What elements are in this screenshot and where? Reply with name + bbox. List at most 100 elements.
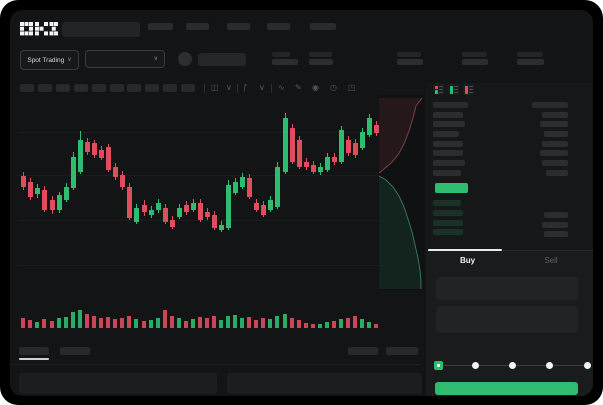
candle-body <box>198 203 203 220</box>
nav-item-skeleton[interactable] <box>227 23 250 30</box>
candle-body <box>106 147 111 170</box>
pair-selector[interactable]: ∨ <box>85 50 165 68</box>
interval-pill[interactable] <box>38 84 52 92</box>
bottom-tab-skeleton[interactable] <box>60 347 90 355</box>
ask-amount-skeleton <box>546 170 568 176</box>
candle-body <box>177 208 182 217</box>
candle-body <box>71 157 76 188</box>
candle-body <box>219 225 224 230</box>
volume-bar <box>42 319 46 328</box>
gridline <box>18 220 380 221</box>
orderbook-split-view-icon[interactable] <box>433 84 444 95</box>
line-tool-icon[interactable]: ∿ <box>278 83 285 92</box>
draw-icon[interactable]: ✎ <box>295 83 302 92</box>
bid-price-skeleton[interactable] <box>433 229 463 235</box>
candle-body <box>304 162 309 167</box>
tab-sell-label: Sell <box>544 256 558 265</box>
ticker-stat-label-skeleton <box>272 52 290 57</box>
interval-pill[interactable] <box>56 84 70 92</box>
interval-pill[interactable] <box>92 84 106 92</box>
candle-body <box>325 157 330 170</box>
slider-stop-dot[interactable] <box>471 361 479 369</box>
bid-price-skeleton[interactable] <box>433 210 463 216</box>
interval-pill[interactable] <box>181 84 195 92</box>
depth-bids-curve <box>378 175 422 289</box>
bottom-divider <box>10 364 420 365</box>
depth-asks-area <box>379 98 422 173</box>
bid-price-skeleton[interactable] <box>433 200 461 206</box>
chart-type-chevron-icon[interactable]: ∨ <box>226 83 232 92</box>
gridline <box>18 175 380 176</box>
price-input[interactable] <box>436 277 578 300</box>
history-icon[interactable]: ◷ <box>330 83 337 92</box>
tab-sell[interactable]: Sell <box>509 256 593 265</box>
candle-body <box>113 167 118 177</box>
volume-bar <box>28 320 32 328</box>
volume-bar <box>360 319 364 328</box>
nav-item-skeleton[interactable] <box>310 23 336 30</box>
orderbook-buy-view-icon[interactable] <box>448 84 459 95</box>
candle-body <box>283 118 288 172</box>
interval-pill[interactable] <box>127 84 141 92</box>
volume-bar <box>353 316 357 328</box>
volume-bar <box>64 317 68 328</box>
okx-logo[interactable] <box>20 22 58 36</box>
orderbook-sell-view-icon[interactable] <box>463 84 474 95</box>
depth-chart <box>378 95 424 290</box>
candle-body <box>268 200 273 210</box>
volume-bar <box>78 310 82 328</box>
candle-body <box>226 185 231 228</box>
interval-pill[interactable] <box>110 84 124 92</box>
ask-price-skeleton[interactable] <box>433 121 465 127</box>
volume-bar <box>35 322 39 328</box>
bottom-action-skeleton[interactable] <box>386 347 418 355</box>
ask-price-skeleton[interactable] <box>433 170 461 176</box>
ask-price-skeleton[interactable] <box>433 160 465 166</box>
indicators-icon[interactable]: ƒ <box>243 83 248 92</box>
pair-name-skeleton[interactable] <box>198 53 246 66</box>
buy-submit-button[interactable] <box>435 382 578 395</box>
bid-price-skeleton[interactable] <box>433 220 463 226</box>
ask-price-skeleton[interactable] <box>433 141 463 147</box>
chevron-down-icon: ∨ <box>67 57 72 63</box>
amount-input[interactable] <box>436 306 578 333</box>
volume-bar <box>205 318 209 328</box>
nav-item-skeleton[interactable] <box>267 23 290 30</box>
ticker-stat-label-skeleton <box>309 52 332 57</box>
slider-stop-dot[interactable] <box>583 361 591 369</box>
slider-handle[interactable] <box>433 360 443 370</box>
volume-bar <box>184 321 188 328</box>
volume-bar <box>177 318 181 328</box>
depth-bids-area <box>379 176 421 289</box>
interval-pill[interactable] <box>163 84 177 92</box>
screenshot-icon[interactable]: ◉ <box>312 83 319 92</box>
candle-body <box>353 143 358 155</box>
candle-body <box>64 187 69 200</box>
orders-panel-right <box>227 373 422 394</box>
market-type-selector[interactable]: Spot Trading ∨ <box>20 50 79 70</box>
slider-stop-dot[interactable] <box>546 361 554 369</box>
volume-bar <box>163 310 167 328</box>
last-price-badge[interactable] <box>435 183 468 193</box>
indicators-chevron-icon[interactable]: ∨ <box>259 83 265 92</box>
interval-pill[interactable] <box>74 84 88 92</box>
interval-pill[interactable] <box>20 84 34 92</box>
tab-buy[interactable]: Buy <box>426 256 509 265</box>
fullscreen-icon[interactable]: ◳ <box>348 83 356 92</box>
nav-item-skeleton[interactable] <box>186 23 209 30</box>
ask-price-skeleton[interactable] <box>433 150 463 156</box>
slider-stop-dot[interactable] <box>509 361 516 369</box>
search-bar[interactable] <box>62 22 140 37</box>
bottom-tab-skeleton[interactable] <box>19 347 49 355</box>
volume-bar <box>120 318 124 328</box>
interval-pill[interactable] <box>145 84 159 92</box>
ask-price-skeleton[interactable] <box>433 131 459 137</box>
candle-body <box>275 167 280 207</box>
chart-type-icon[interactable]: ◫ <box>211 83 219 92</box>
ask-amount-skeleton <box>540 121 568 127</box>
nav-item-skeleton[interactable] <box>148 23 173 30</box>
ask-price-skeleton[interactable] <box>433 112 463 118</box>
bottom-action-skeleton[interactable] <box>348 347 378 355</box>
volume-bar <box>240 318 244 328</box>
